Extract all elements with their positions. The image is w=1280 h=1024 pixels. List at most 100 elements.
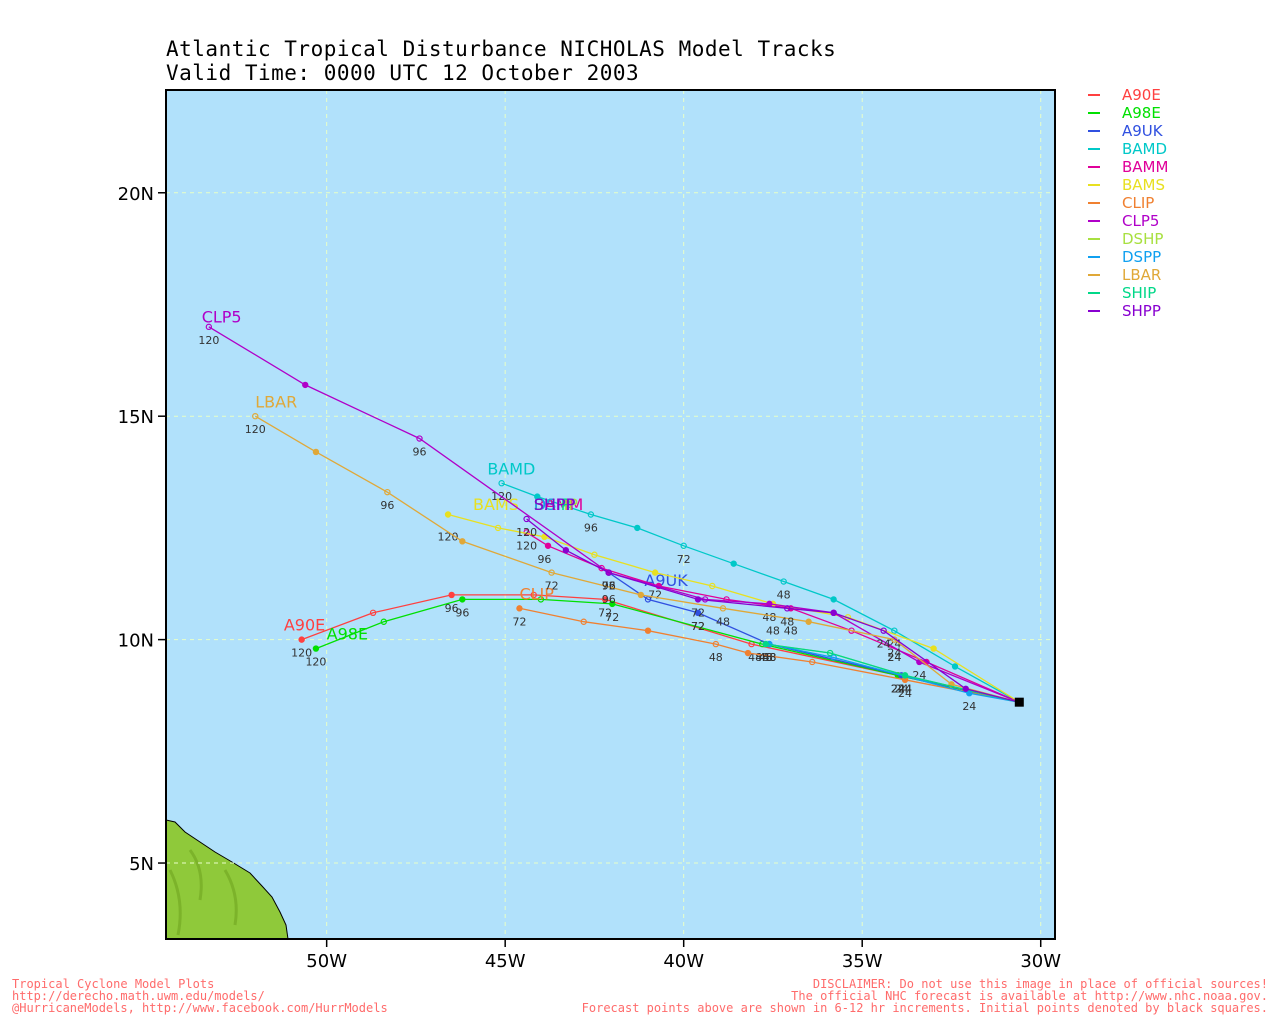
- legend-label: DSHP: [1122, 230, 1164, 248]
- forecast-hour-label: 72: [605, 611, 619, 624]
- forecast-point: [605, 569, 612, 576]
- legend-label: DSPP: [1122, 248, 1162, 266]
- track-line: [526, 518, 1020, 703]
- forecast-hour-label: 96: [602, 580, 616, 593]
- legend-label: CLP5: [1122, 212, 1160, 230]
- forecast-point: [516, 605, 523, 612]
- legend-item: CLIP: [1088, 194, 1168, 212]
- forecast-hour-label: 24: [898, 682, 912, 695]
- forecast-point: [601, 596, 609, 603]
- forecast-point: [784, 605, 791, 612]
- forecast-hour-label: 120: [198, 334, 219, 347]
- legend-label: A90E: [1122, 86, 1161, 104]
- legend-item: SHIP: [1088, 284, 1168, 302]
- forecast-hour-label: 120: [438, 530, 459, 543]
- forecast-point: [548, 569, 555, 576]
- forecast-point: [541, 533, 548, 541]
- track-line: [519, 607, 1020, 703]
- forecast-point: [744, 649, 752, 657]
- forecast-hour-label: 24: [898, 682, 912, 695]
- forecast-point: [901, 672, 909, 679]
- forecast-hour-label: 48: [762, 651, 776, 664]
- legend-item: SHPP: [1088, 302, 1168, 320]
- forecast-point: [537, 596, 545, 603]
- forecast-hour-label: 96: [584, 522, 598, 535]
- model-legend: A90E A98E A9UK BAMD BAMM BAMS CLIP CLP5 DSHP DSPP…: [1088, 86, 1168, 320]
- legend-swatch: [1088, 130, 1100, 132]
- footer-right-line: Forecast points above are shown in 6-12 …: [581, 1001, 1268, 1015]
- forecast-point: [459, 538, 466, 545]
- forecast-point: [930, 645, 937, 652]
- forecast-hour-label: 24: [887, 651, 901, 664]
- forecast-hour-label: 72: [691, 606, 705, 619]
- forecast-point: [719, 605, 727, 612]
- legend-label: LBAR: [1122, 266, 1162, 284]
- ocean-background: [166, 90, 1055, 939]
- forecast-point: [369, 609, 377, 617]
- footer-left-line: Tropical Cyclone Model Plots: [12, 977, 215, 991]
- legend-label: SHPP: [1122, 302, 1161, 320]
- forecast-hour-label: 48: [759, 651, 773, 664]
- footer-left-line[interactable]: @HurricaneModels, http://www.facebook.co…: [12, 1001, 388, 1015]
- forecast-point: [880, 627, 887, 634]
- forecast-point: [951, 663, 959, 670]
- forecast-point: [830, 609, 837, 617]
- forecast-hour-label: 96: [455, 606, 469, 619]
- track-name-label: BAMS: [473, 495, 519, 514]
- forecast-point: [587, 511, 595, 518]
- forecast-hour-label: 72: [677, 553, 691, 566]
- x-tick-label: 45W: [485, 951, 526, 972]
- legend-swatch: [1088, 256, 1100, 258]
- footer-right-line: DISCLAIMER: Do not use this image in pla…: [812, 977, 1268, 991]
- legend-label: SHIP: [1122, 284, 1157, 302]
- forecast-hour-label: 96: [602, 580, 616, 593]
- forecast-point: [780, 578, 787, 585]
- forecast-point: [651, 569, 659, 576]
- forecast-point: [494, 524, 502, 532]
- x-tick-label: 30W: [1020, 951, 1061, 972]
- track-name-label: DSPP: [534, 495, 576, 514]
- forecast-point: [312, 645, 320, 652]
- forecast-point: [762, 640, 770, 648]
- track-name-label: SHPP: [534, 495, 576, 514]
- forecast-point: [830, 654, 837, 661]
- footer-left-line[interactable]: http://derecho.math.uwm.edu/models/: [12, 989, 265, 1003]
- forecast-point: [826, 649, 834, 657]
- forecast-point: [312, 448, 320, 456]
- forecast-point: [416, 435, 423, 442]
- forecast-point: [830, 596, 837, 603]
- forecast-point: [544, 542, 552, 549]
- forecast-hour-label: 24: [898, 687, 912, 700]
- legend-label: A9UK: [1122, 122, 1163, 140]
- forecast-point: [205, 323, 213, 331]
- footer-disclaimer: DISCLAIMER: Do not use this image in pla…: [582, 978, 1268, 1014]
- forecast-hour-label: 48: [759, 651, 773, 664]
- forecast-hour-label: 96: [380, 499, 394, 512]
- forecast-hour-label: 72: [602, 580, 616, 593]
- track-name-label: DSHP: [534, 495, 579, 514]
- forecast-point: [444, 511, 452, 518]
- legend-swatch: [1088, 274, 1100, 276]
- x-tick-label: 40W: [663, 951, 704, 972]
- forecast-hour-label: 72: [545, 580, 559, 593]
- y-tick-label: 10N: [118, 631, 154, 652]
- south-america-landmass: [166, 819, 289, 939]
- legend-label: CLIP: [1122, 194, 1155, 212]
- legend-item: CLP5: [1088, 212, 1168, 230]
- forecast-hour-label: 48: [762, 651, 776, 664]
- legend-item: LBAR: [1088, 266, 1168, 284]
- forecast-point: [637, 591, 645, 599]
- forecast-hour-label: 48: [784, 624, 798, 637]
- forecast-hour-label: 72: [691, 620, 705, 633]
- forecast-point: [498, 480, 505, 487]
- forecast-hour-label: 48: [777, 589, 791, 602]
- legend-item: BAMM: [1088, 158, 1168, 176]
- legend-label: BAMD: [1122, 140, 1168, 158]
- forecast-point: [562, 547, 570, 554]
- track-name-label: SHIP: [534, 495, 571, 514]
- legend-item: BAMD: [1088, 140, 1168, 158]
